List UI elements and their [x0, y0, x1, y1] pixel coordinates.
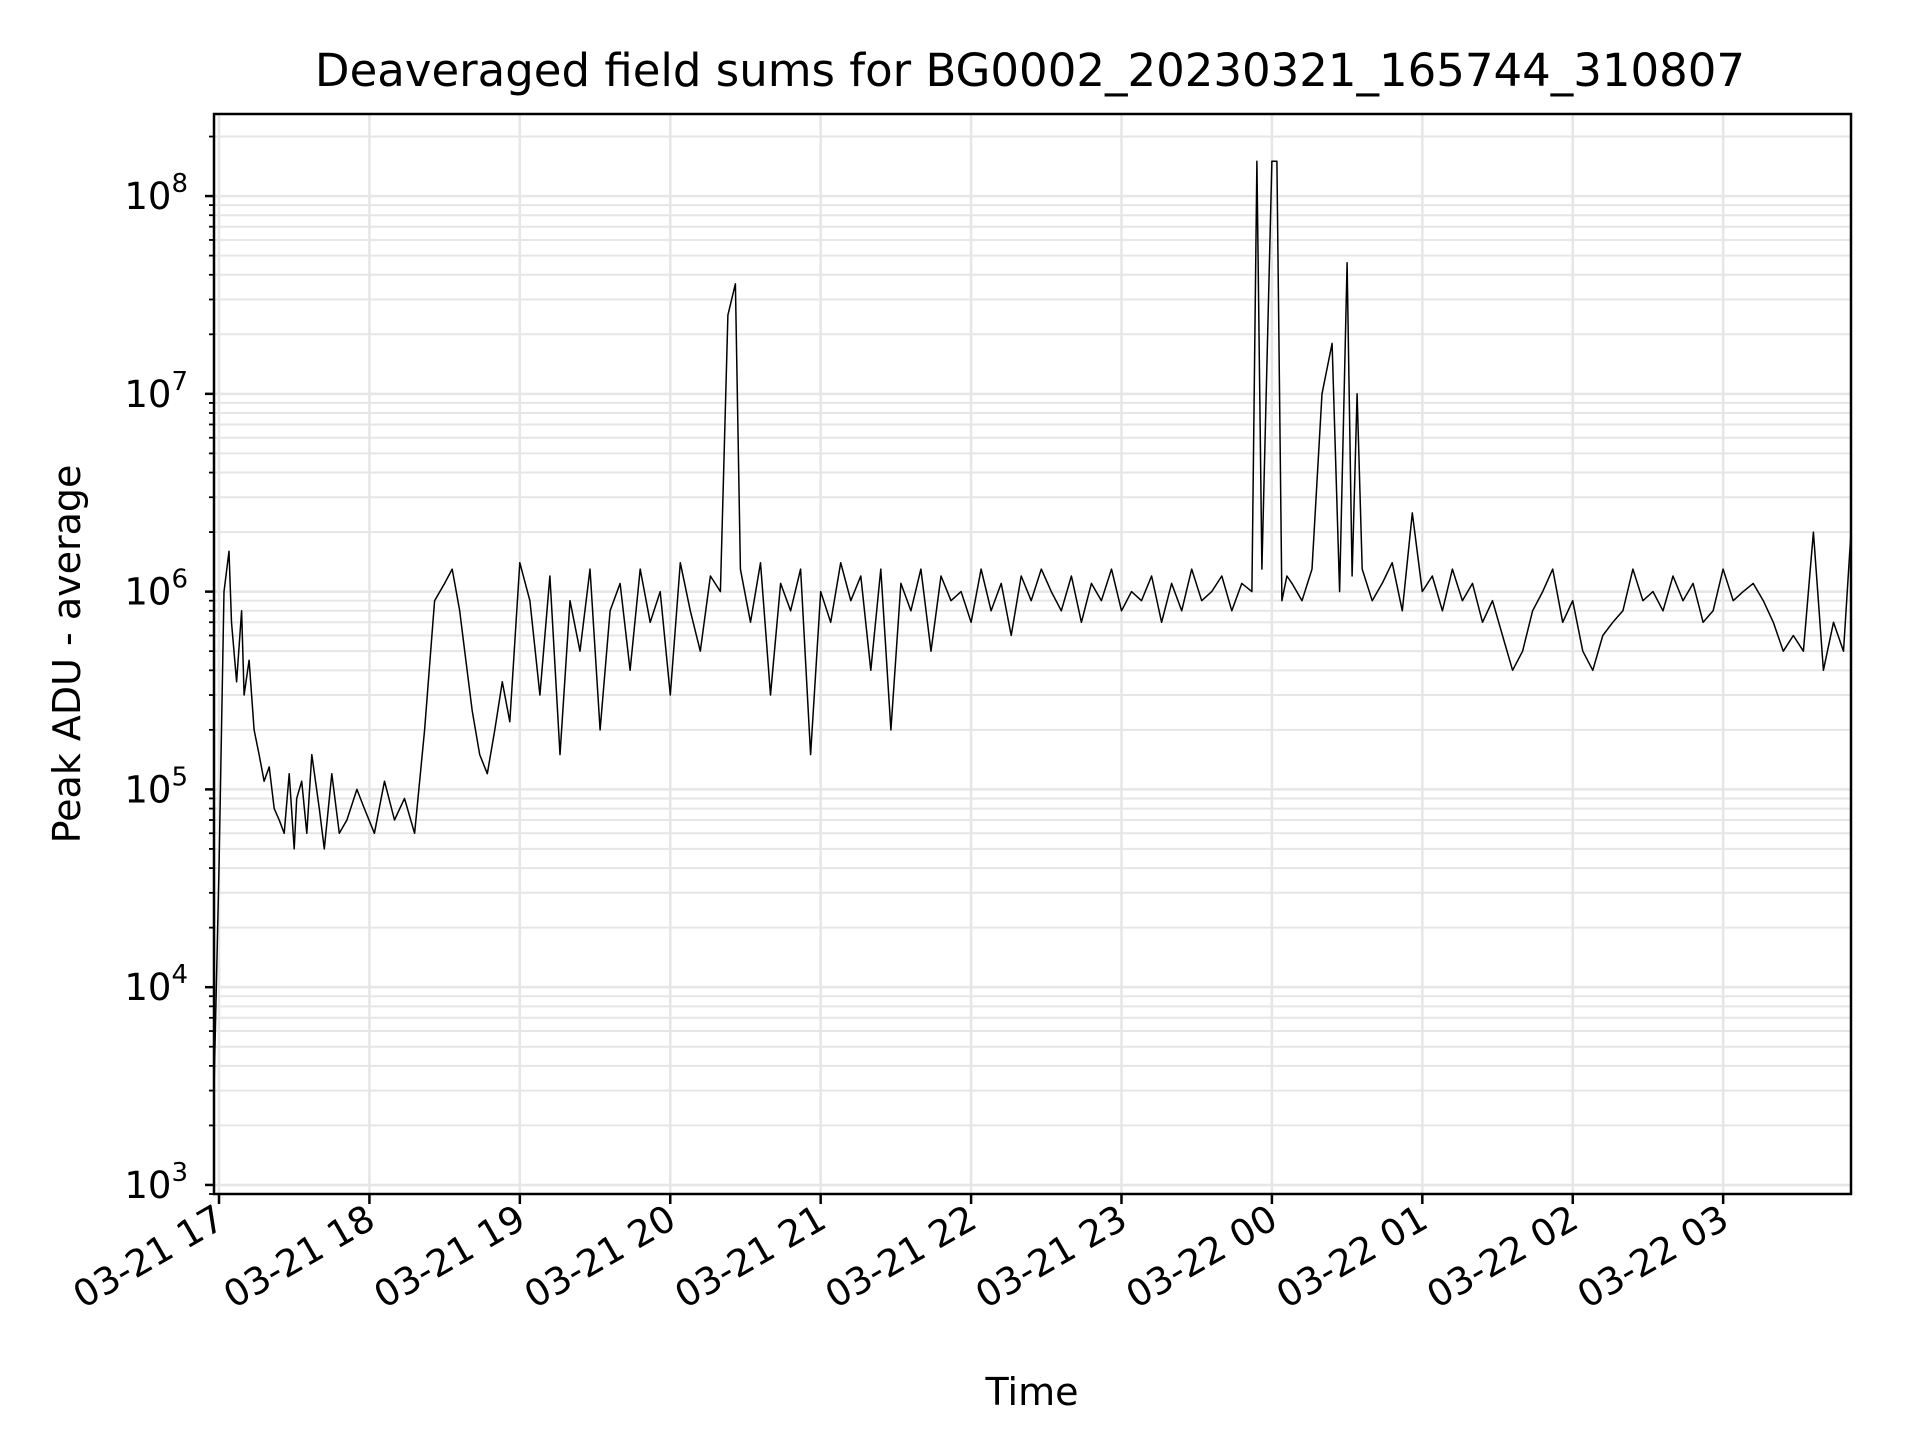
y-tick-label: 107 [124, 367, 188, 416]
y-axis-label: Peak ADU - average [45, 465, 89, 844]
y-tick-label: 108 [124, 169, 188, 218]
series-layer [213, 160, 1852, 1091]
y-tick-label: 103 [124, 1158, 188, 1207]
x-axis-label: Time [985, 1370, 1079, 1414]
grid [214, 114, 1851, 1195]
series-line [213, 160, 1852, 1091]
chart-title: Deaveraged field sums for BG0002_2023032… [315, 44, 1745, 97]
y-axis-ticks: 103 104 105 106 107 108 [124, 135, 214, 1207]
y-tick-label: 105 [124, 762, 188, 811]
y-tick-label: 104 [124, 960, 188, 1009]
y-tick-label: 106 [124, 565, 188, 614]
plot-frame [212, 112, 1853, 1196]
